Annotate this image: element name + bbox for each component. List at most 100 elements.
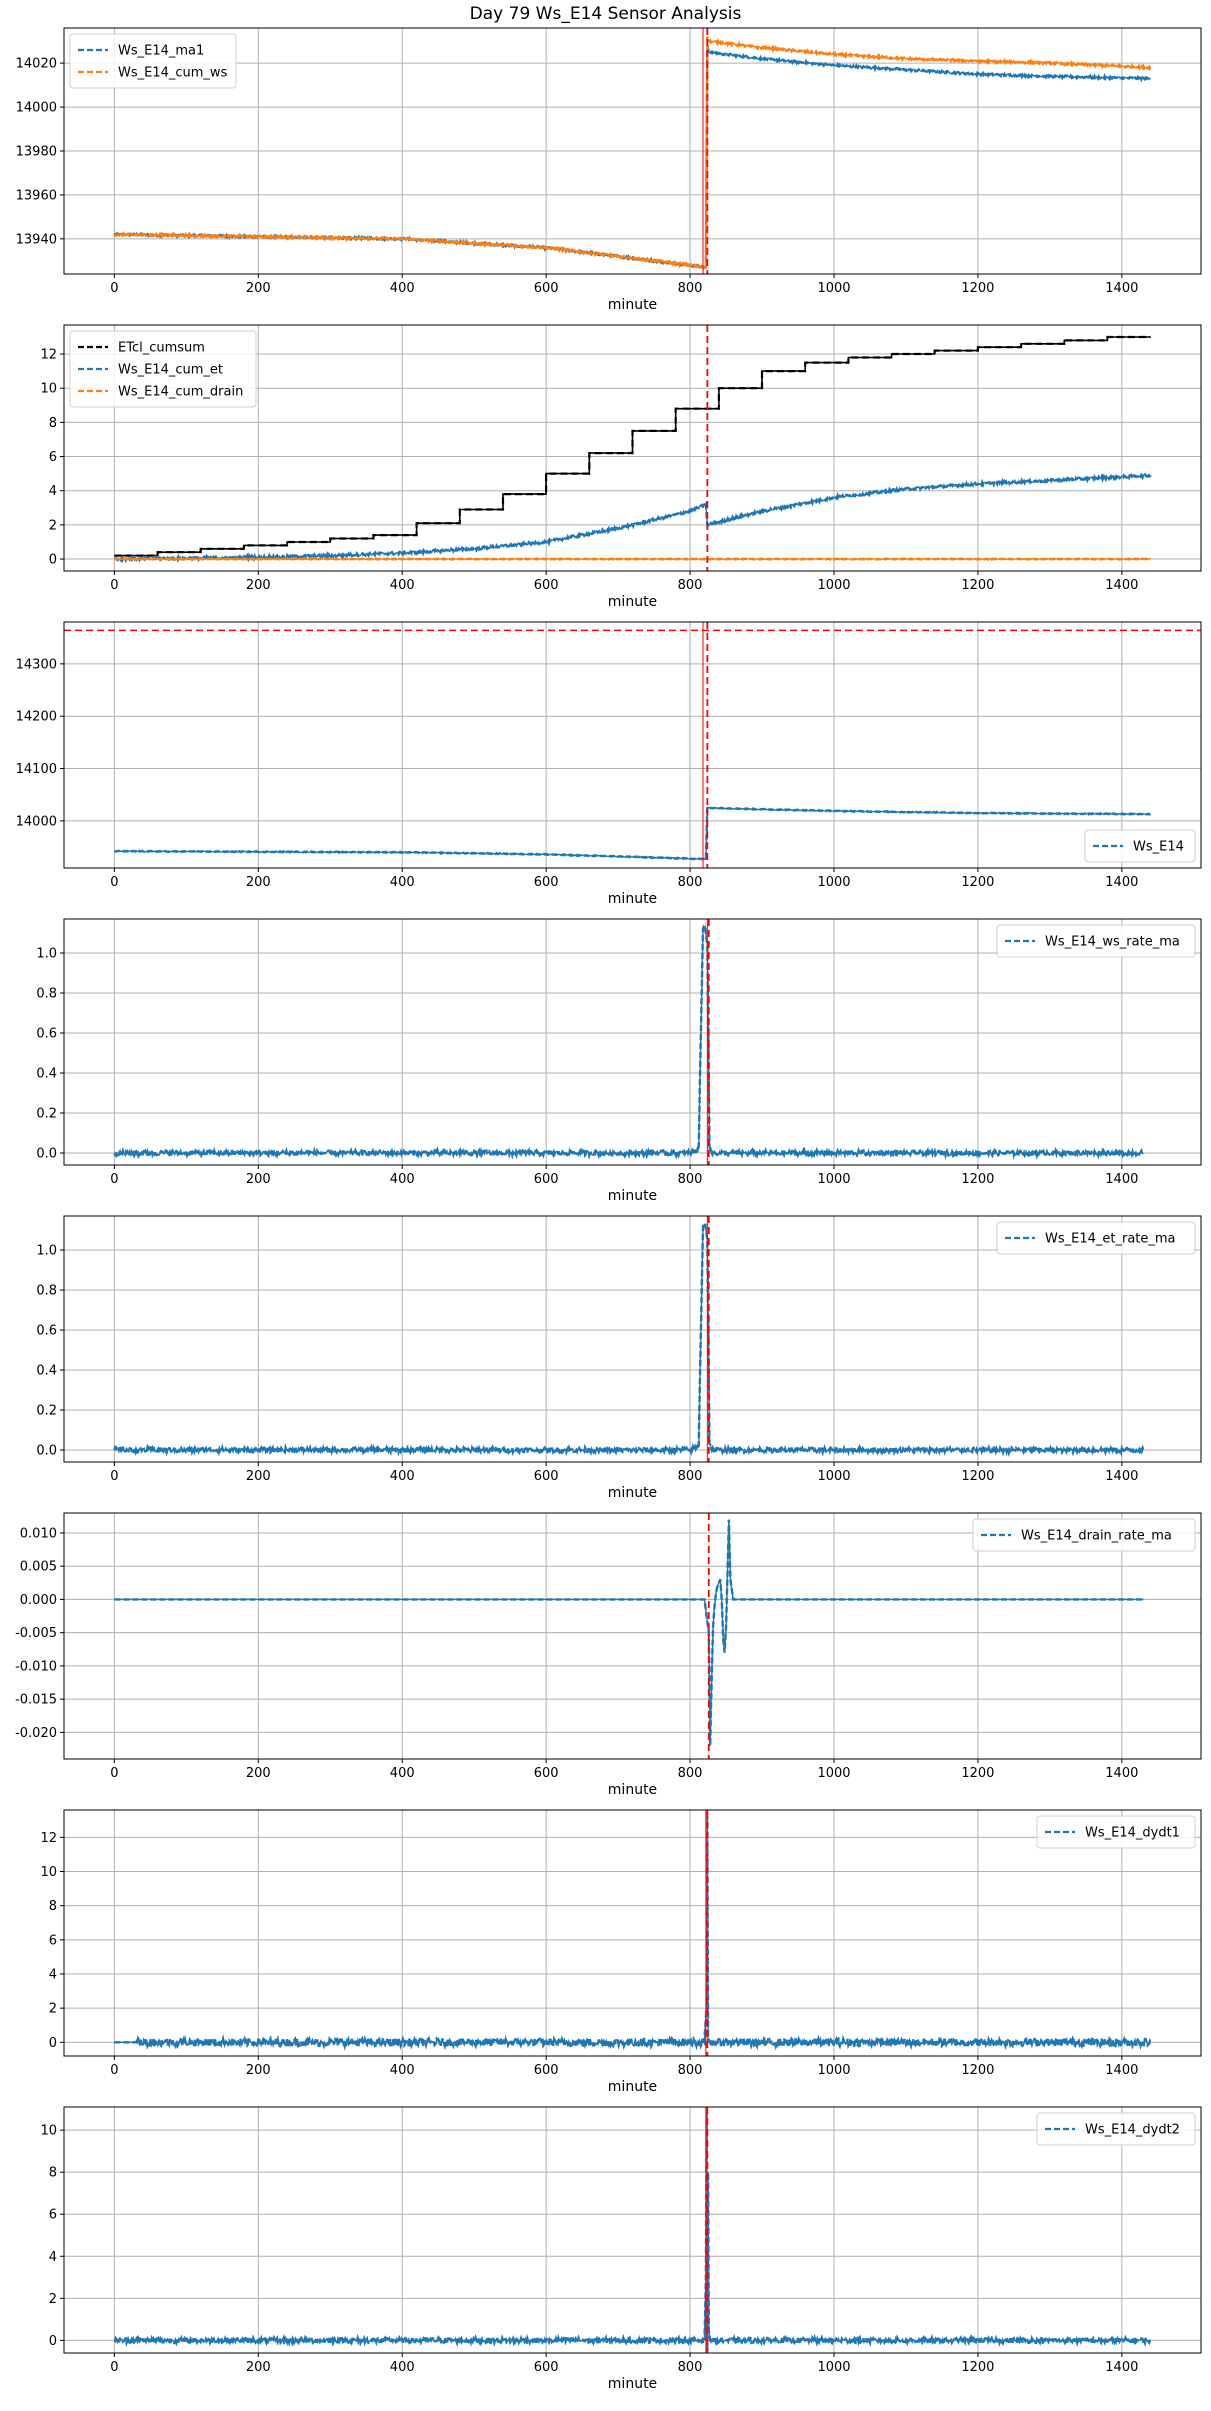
axes-frame <box>63 1512 1202 1760</box>
x-tick-label: 1000 <box>817 1469 850 1484</box>
x-tick-label: 600 <box>534 1172 559 1187</box>
y-tick-label: 2 <box>49 518 57 533</box>
legend-label: Ws_E14_drain_rate_ma <box>1021 1529 1172 1544</box>
legend-label: Ws_E14_cum_drain <box>118 385 243 400</box>
x-tick-label: 400 <box>390 2360 415 2375</box>
x-tick-label: 600 <box>534 1469 559 1484</box>
legend-label: Ws_E14_ws_rate_ma <box>1045 935 1180 950</box>
legend-label: ETcl_cumsum <box>118 341 205 356</box>
legend-label: Ws_E14_cum_ws <box>118 66 228 81</box>
y-tick-label: 6 <box>49 450 57 465</box>
x-tick-label: 200 <box>246 2063 271 2078</box>
y-tick-label: 0.2 <box>36 1107 57 1122</box>
y-tick-label: 14300 <box>16 657 57 672</box>
series-line-Ws_E14_cum_et <box>114 473 1152 563</box>
series-line-Ws_E14_dydt2 <box>113 2113 1151 2351</box>
series-line-Ws_E14 <box>114 806 1151 861</box>
y-tick-label: 10 <box>40 382 57 397</box>
x-tick-label: 1400 <box>1105 1469 1138 1484</box>
y-tick-label: 6 <box>49 2208 57 2223</box>
x-tick-label: 400 <box>390 281 415 296</box>
x-tick-label: 400 <box>390 1172 415 1187</box>
series-line-Ws_E14_ws_rate_ma <box>113 922 1145 1161</box>
plot-area <box>113 28 1152 274</box>
x-tick-label: 400 <box>390 2063 415 2078</box>
x-tick-label: 600 <box>534 2360 559 2375</box>
legend: Ws_E14_dydt1 <box>1036 1815 1196 1849</box>
x-tick-label: 1000 <box>817 578 850 593</box>
y-tick-label: 12 <box>40 1831 57 1846</box>
gridlines <box>64 1810 1201 2056</box>
subplot-1: 0 200 400 600 800 1000 1200 1400 minute 13940 1396… <box>16 27 1202 313</box>
x-tick-label: 1400 <box>1105 2063 1138 2078</box>
x-tick-label: 400 <box>390 875 415 890</box>
legend-label: Ws_E14_dydt2 <box>1085 2123 1180 2138</box>
y-tick-label: 0.6 <box>36 1324 57 1339</box>
plot-area <box>114 1810 1152 2056</box>
legend-box <box>996 924 1196 958</box>
subplot-2: 0 200 400 600 800 1000 1200 1400 minute 0 2 4 6 8 10 12… <box>40 324 1202 610</box>
y-tick-label: 2 <box>49 2002 57 2017</box>
x-tick-label: 1000 <box>817 281 850 296</box>
plot-area <box>113 2107 1152 2353</box>
subplot-4: 0 200 400 600 800 1000 1200 1400 minute 0.0 0.2 0.4… <box>36 918 1202 1204</box>
x-tick-label: 1200 <box>961 578 994 593</box>
subplot-6: 0 200 400 600 800 1000 1200 1400 minute -0.020 -0.… <box>15 1512 1202 1798</box>
legend-label: Ws_E14_dydt1 <box>1085 1826 1180 1841</box>
series-line-Ws_E14_dydt2 <box>113 2113 1152 2351</box>
y-tick-label: -0.020 <box>15 1726 57 1741</box>
x-tick-label: 1200 <box>961 281 994 296</box>
x-axis-label: minute <box>608 1485 657 1501</box>
y-tick-label: 0.000 <box>20 1593 57 1608</box>
x-tick-label: 1000 <box>817 2063 850 2078</box>
x-tick-label: 0 <box>110 281 118 296</box>
x-tick-label: 0 <box>110 875 118 890</box>
y-tick-label: 0.2 <box>36 1404 57 1419</box>
gridlines <box>64 2107 1201 2353</box>
y-tick-label: 6 <box>49 1933 57 1948</box>
series-line-Ws_E14_dydt1 <box>114 1816 1152 2051</box>
x-tick-label: 800 <box>678 1766 703 1781</box>
plot-area <box>113 919 1145 1165</box>
y-tick-label: 0.0 <box>36 1444 57 1459</box>
x-tick-label: 1400 <box>1105 578 1138 593</box>
y-tick-label: 1.0 <box>36 1244 57 1259</box>
gridlines <box>64 622 1201 868</box>
x-tick-label: 1000 <box>817 875 850 890</box>
y-tick-label: 14000 <box>16 101 57 116</box>
series-line-Ws_E14_ws_rate_ma <box>113 924 1144 1159</box>
axes-frame <box>63 1809 1202 2057</box>
x-tick-label: 1400 <box>1105 875 1138 890</box>
legend-label: Ws_E14 <box>1133 840 1184 855</box>
x-tick-label: 200 <box>246 875 271 890</box>
y-tick-label: 14200 <box>16 710 57 725</box>
y-tick-label: 0 <box>49 2036 57 2051</box>
axes-frame <box>63 1215 1202 1463</box>
x-tick-label: 200 <box>246 578 271 593</box>
y-tick-label: 13960 <box>16 188 57 203</box>
y-tick-label: 8 <box>49 416 57 431</box>
y-tick-label: 0 <box>49 2334 57 2349</box>
legend: Ws_E14_ma1 Ws_E14_cum_ws <box>69 33 237 89</box>
series-line-Ws_E14_dydt1 <box>114 1816 1152 2049</box>
legend-box <box>1036 1815 1196 1849</box>
x-tick-label: 0 <box>110 1172 118 1187</box>
subplot-8: 0 200 400 600 800 1000 1200 1400 minute 0 2 4 6 8 10 Ws… <box>40 2106 1202 2392</box>
x-axis-label: minute <box>608 1188 657 1204</box>
legend-label: Ws_E14_ma1 <box>118 44 204 59</box>
x-tick-label: 0 <box>110 2360 118 2375</box>
y-tick-label: 4 <box>49 2250 57 2265</box>
x-tick-label: 0 <box>110 578 118 593</box>
x-tick-label: 1400 <box>1105 1766 1138 1781</box>
plot-area <box>64 622 1201 868</box>
y-tick-label: 0.0 <box>36 1147 57 1162</box>
series-line-Ws_E14_et_rate_ma <box>113 1223 1145 1456</box>
x-tick-label: 400 <box>390 578 415 593</box>
legend-box <box>69 330 257 408</box>
x-tick-label: 200 <box>246 281 271 296</box>
x-axis-label: minute <box>608 891 657 907</box>
y-tick-label: 0.6 <box>36 1027 57 1042</box>
y-tick-label: 14020 <box>16 57 57 72</box>
y-tick-label: -0.015 <box>15 1693 57 1708</box>
y-tick-label: 2 <box>49 2292 57 2307</box>
